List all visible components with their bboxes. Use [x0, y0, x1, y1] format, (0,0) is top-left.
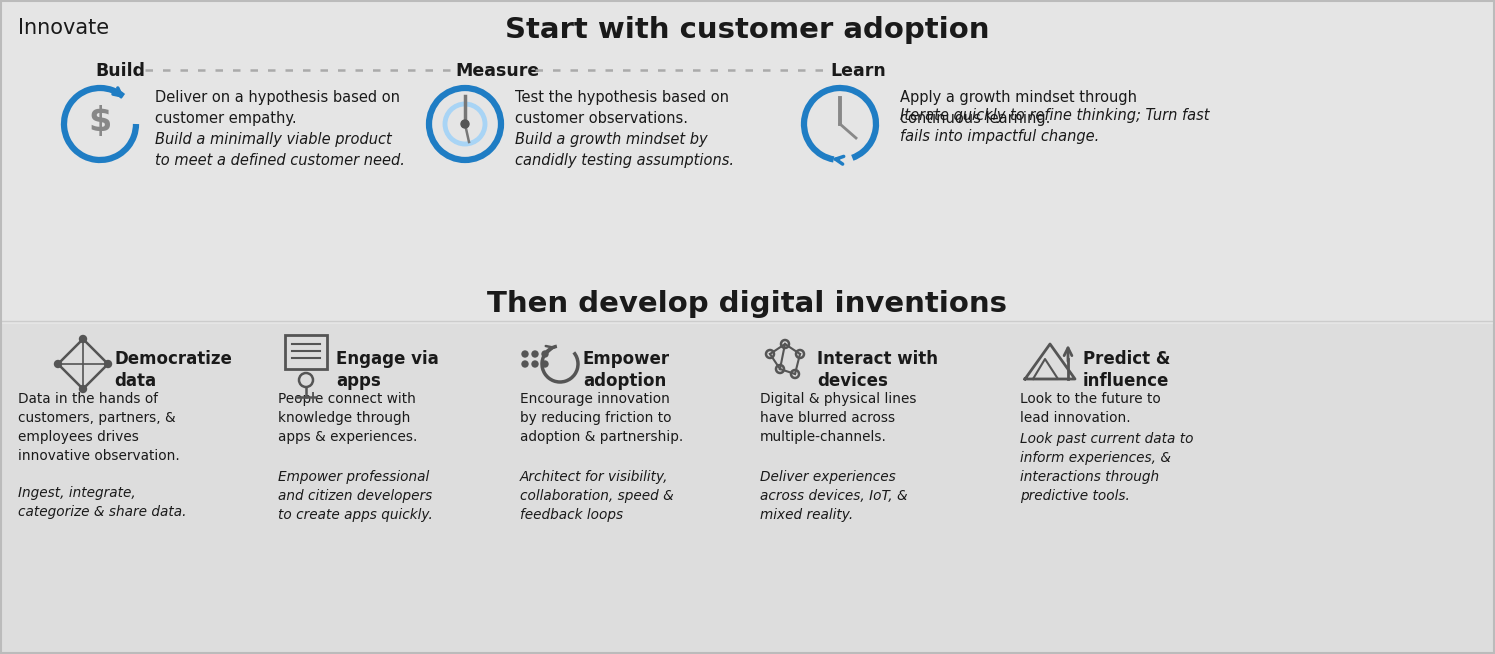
Text: Measure: Measure: [454, 62, 540, 80]
Text: Learn: Learn: [830, 62, 885, 80]
Circle shape: [460, 120, 469, 128]
Text: Architect for visibility,
collaboration, speed &
feedback loops: Architect for visibility, collaboration,…: [520, 470, 674, 522]
FancyBboxPatch shape: [0, 324, 1495, 654]
Text: Engage via
apps: Engage via apps: [336, 350, 438, 390]
Text: Predict &
influence: Predict & influence: [1082, 350, 1171, 390]
Text: Iterate quickly to refine thinking; Turn fast
fails into impactful change.: Iterate quickly to refine thinking; Turn…: [900, 108, 1209, 144]
Text: People connect with
knowledge through
apps & experiences.: People connect with knowledge through ap…: [278, 392, 417, 444]
Circle shape: [54, 360, 61, 368]
Text: Empower
adoption: Empower adoption: [583, 350, 670, 390]
Circle shape: [532, 361, 538, 367]
Text: Democratize
data: Democratize data: [114, 350, 232, 390]
Text: Start with customer adoption: Start with customer adoption: [505, 16, 990, 44]
Circle shape: [522, 361, 528, 367]
Text: Apply a growth mindset through
continuous learning.: Apply a growth mindset through continuou…: [900, 90, 1138, 126]
Circle shape: [79, 385, 87, 392]
Text: Deliver experiences
across devices, IoT, &
mixed reality.: Deliver experiences across devices, IoT,…: [759, 470, 907, 522]
Text: $: $: [88, 105, 112, 139]
Text: Digital & physical lines
have blurred across
multiple-channels.: Digital & physical lines have blurred ac…: [759, 392, 916, 444]
FancyBboxPatch shape: [0, 0, 1495, 324]
Text: Look to the future to
lead innovation.: Look to the future to lead innovation.: [1020, 392, 1160, 425]
Circle shape: [532, 351, 538, 357]
Circle shape: [543, 351, 549, 357]
Circle shape: [105, 360, 112, 368]
Text: Build a minimally viable product
to meet a defined customer need.: Build a minimally viable product to meet…: [155, 132, 405, 168]
Text: Build: Build: [96, 62, 145, 80]
Text: Encourage innovation
by reducing friction to
adoption & partnership.: Encourage innovation by reducing frictio…: [520, 392, 683, 444]
Text: Ingest, integrate,
categorize & share data.: Ingest, integrate, categorize & share da…: [18, 486, 187, 519]
Circle shape: [543, 361, 549, 367]
Text: Then develop digital inventions: Then develop digital inventions: [487, 290, 1008, 318]
Text: Deliver on a hypothesis based on
customer empathy.: Deliver on a hypothesis based on custome…: [155, 90, 401, 126]
Text: Test the hypothesis based on
customer observations.: Test the hypothesis based on customer ob…: [514, 90, 730, 126]
Text: Build a growth mindset by
candidly testing assumptions.: Build a growth mindset by candidly testi…: [514, 132, 734, 168]
Circle shape: [522, 351, 528, 357]
Text: Innovate: Innovate: [18, 18, 109, 38]
Text: Interact with
devices: Interact with devices: [816, 350, 937, 390]
Circle shape: [79, 336, 87, 343]
Text: Empower professional
and citizen developers
to create apps quickly.: Empower professional and citizen develop…: [278, 470, 434, 522]
Text: Data in the hands of
customers, partners, &
employees drives
innovative observat: Data in the hands of customers, partners…: [18, 392, 179, 463]
Text: Look past current data to
inform experiences, &
interactions through
predictive : Look past current data to inform experie…: [1020, 432, 1193, 503]
